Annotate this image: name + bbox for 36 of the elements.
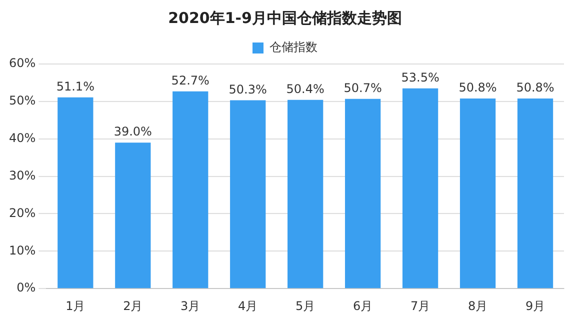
- data-label: 50.7%: [344, 80, 382, 95]
- bar: [460, 98, 496, 288]
- data-label: 50.8%: [458, 80, 497, 95]
- data-label: 52.7%: [171, 73, 210, 88]
- data-label: 39.0%: [114, 124, 152, 139]
- x-tick-label: 7月: [410, 298, 430, 313]
- y-tick-label: 40%: [9, 130, 36, 145]
- data-label: 50.3%: [228, 82, 267, 96]
- bar: [517, 98, 554, 288]
- y-tick-label: 10%: [9, 243, 36, 258]
- data-label: 50.8%: [516, 80, 554, 95]
- x-tick-label: 4月: [238, 298, 258, 313]
- bar: [402, 88, 438, 288]
- x-tick-label: 2月: [123, 298, 143, 313]
- y-tick-label: 30%: [9, 168, 36, 182]
- x-tick-label: 3月: [180, 298, 200, 313]
- bar: [288, 100, 324, 288]
- bar: [345, 98, 381, 288]
- data-label: 51.1%: [56, 79, 94, 94]
- x-tick-label: 9月: [525, 298, 546, 313]
- y-tick-label: 60%: [9, 56, 36, 70]
- x-tick-label: 5月: [296, 298, 316, 313]
- x-tick-label: 6月: [352, 298, 373, 313]
- y-tick-label: 0%: [16, 280, 36, 295]
- bar: [172, 91, 208, 288]
- bar: [115, 142, 151, 288]
- y-tick-label: 20%: [9, 206, 36, 220]
- bar: [230, 100, 266, 288]
- bar: [58, 97, 94, 288]
- data-label: 53.5%: [401, 70, 440, 84]
- x-tick-label: 1月: [66, 298, 86, 313]
- chart-title: 2020年1-9月中国仓储指数走势图: [168, 8, 402, 27]
- x-tick-label: 8月: [468, 298, 488, 313]
- y-tick-label: 50%: [9, 94, 36, 108]
- legend-label: 仓储指数: [270, 40, 318, 54]
- data-label: 50.4%: [286, 82, 324, 96]
